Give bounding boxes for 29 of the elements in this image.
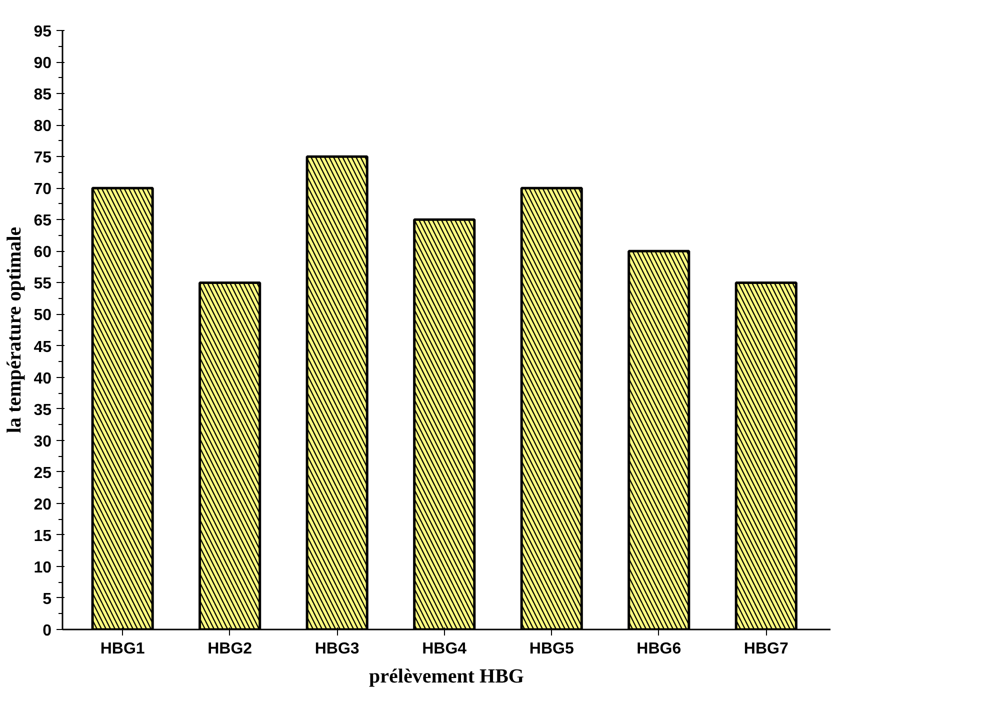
y-tick-label: 15	[34, 528, 52, 545]
y-tick-label: 30	[34, 433, 52, 450]
x-tick-label: HBG1	[100, 640, 145, 658]
y-tick-label: 80	[34, 118, 52, 136]
y-tick-label: 70	[34, 181, 52, 198]
y-tick-label: 50	[34, 307, 52, 324]
x-tick-label: HBG2	[208, 640, 252, 658]
y-tick-label: 10	[34, 559, 52, 576]
x-tick-label: HBG4	[422, 640, 467, 658]
x-tick-label: HBG6	[636, 640, 682, 658]
y-tick-label: 90	[34, 55, 52, 72]
y-tick-label: 55	[34, 276, 52, 293]
y-tick-label: 85	[34, 86, 52, 104]
y-tick-label: 65	[34, 212, 52, 230]
x-tick-label: HBG5	[529, 640, 574, 658]
y-tick-label: 5	[42, 590, 52, 608]
y-tick-label: 25	[34, 464, 52, 482]
x-tick-label: HBG3	[314, 640, 360, 658]
y-tick-label: 35	[34, 402, 52, 419]
y-tick-label: 75	[34, 150, 52, 167]
y-tick-label: 60	[34, 244, 52, 262]
y-tick-label: 45	[34, 338, 52, 356]
x-tick-label: HBG7	[744, 640, 788, 658]
y-tick-label: 20	[34, 496, 52, 514]
y-axis-title: la température optimale	[4, 226, 26, 434]
x-axis-title: prélèvement HBG	[369, 666, 524, 688]
y-tick-label: 0	[42, 622, 52, 640]
y-tick-label: 40	[34, 370, 52, 388]
y-tick-label: 95	[34, 24, 52, 40]
